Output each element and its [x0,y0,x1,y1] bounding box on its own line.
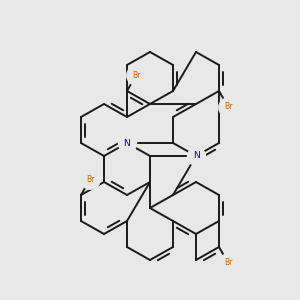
Text: Br: Br [86,175,94,184]
Text: N: N [193,152,200,160]
Text: Br: Br [132,71,140,80]
Text: N: N [124,139,130,148]
Text: Br: Br [224,102,232,111]
Text: Br: Br [224,258,232,267]
